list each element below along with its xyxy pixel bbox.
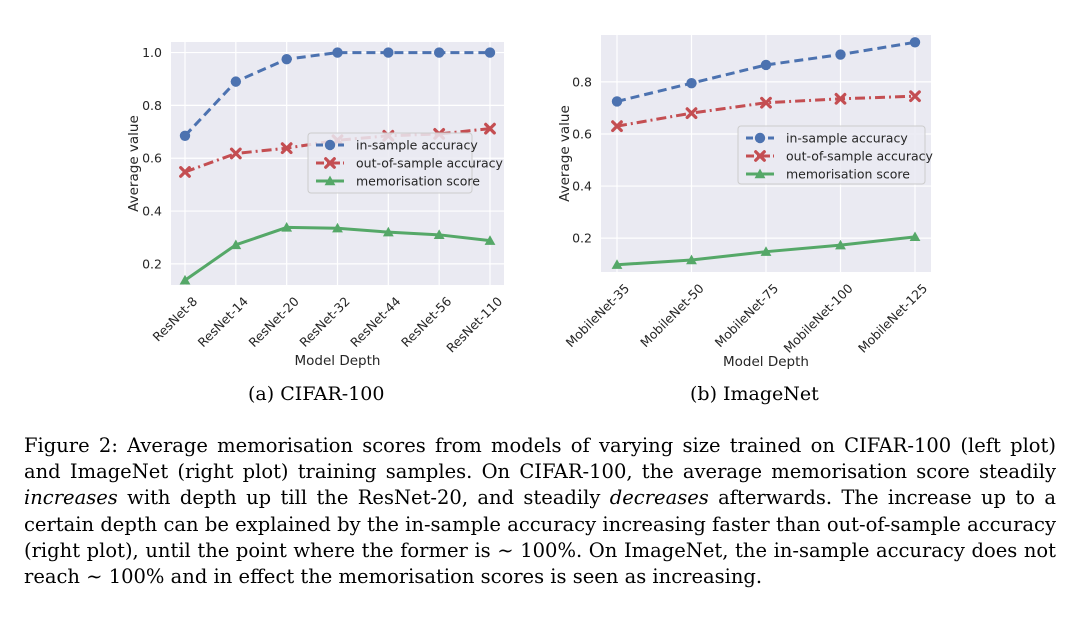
- chart-a-xtick-label-resnet-8: ResNet-8: [149, 294, 200, 345]
- chart-a-ytick-label-0: 0.2: [142, 256, 162, 271]
- chart-a-memorisation-score-point-1: [230, 239, 242, 250]
- chart-a-in-sample-accuracy-point-0: [179, 130, 191, 141]
- chart-b-x-axis-label: Model Depth: [723, 354, 809, 370]
- caption-part-3: afterwards. The increase up to a certain…: [24, 486, 1056, 562]
- chart-b-xtick-label-mobilenet-35: MobileNet-35: [563, 281, 633, 351]
- chart-a-in-sample-accuracy-point-5: [433, 47, 445, 58]
- chart-b-legend-label-in-sample-accuracy: in-sample accuracy: [786, 131, 908, 146]
- caption-emphasis-increases: increases: [24, 486, 118, 510]
- chart-a-legend-label-out-of-sample-accuracy: out-of-sample accuracy: [356, 156, 504, 171]
- chart-b-memorisation-score-point-0: [611, 259, 623, 269]
- chart-b-out-of-sample-accuracy-point-2: [760, 96, 772, 109]
- chart-b-memorisation-score-point-2: [760, 246, 772, 256]
- chart-b-xtick-label-mobilenet-50: MobileNet-50: [637, 281, 707, 351]
- chart-b-in-sample-accuracy-point-2: [760, 59, 772, 71]
- chart-a-in-sample-accuracy-point-6: [484, 47, 496, 58]
- chart-a-xtick-label-resnet-20: ResNet-20: [246, 294, 302, 350]
- chart-b-ytick-label-0: 0.2: [572, 231, 592, 246]
- chart-a-memorisation-score-point-6: [484, 235, 496, 245]
- chart-a-out-of-sample-accuracy-point-1: [229, 147, 242, 160]
- chart-b-y-axis-label: Average value: [557, 105, 573, 202]
- chart-b-in-sample-accuracy-point-0: [611, 96, 623, 107]
- subcaption-b: (b) ImageNet: [690, 383, 819, 405]
- chart-b-ytick-label-2: 0.6: [572, 126, 592, 141]
- chart-b-out-of-sample-accuracy-point-3: [834, 92, 847, 105]
- chart-b-xtick-label-mobilenet-100: MobileNet-100: [781, 281, 856, 356]
- chart-b-legend-marker-memorisation-score: [754, 168, 766, 179]
- chart-a-legend-marker-out-of-sample-accuracy: [324, 157, 336, 169]
- chart-b-memorisation-score-point-4: [909, 231, 921, 242]
- chart-b-in-sample-accuracy-point-1: [686, 77, 697, 89]
- chart-b-out-of-sample-accuracy-point-4: [909, 90, 921, 103]
- chart-a-xtick-label-resnet-44: ResNet-44: [347, 294, 403, 350]
- chart-a-memorisation-score-point-4: [382, 226, 394, 237]
- chart-a-memorisation-score-point-3: [332, 222, 343, 233]
- caption-emphasis-decreases: decreases: [609, 486, 709, 510]
- chart-b-out-of-sample-accuracy-point-0: [611, 120, 623, 133]
- figure-caption: Figure 2: Average memorisation scores fr…: [24, 433, 1056, 590]
- chart-a-memorisation-score-point-2: [281, 222, 293, 232]
- caption-math-approx-100-b: ∼ 100%: [86, 565, 165, 589]
- chart-a-legend-label-in-sample-accuracy: in-sample accuracy: [356, 138, 478, 153]
- chart-b-in-sample-accuracy-point-3: [835, 49, 846, 60]
- chart-a-in-sample-accuracy-point-1: [230, 76, 242, 87]
- chart-a-out-of-sample-accuracy-point-0: [179, 166, 191, 178]
- chart-a-xtick-label-resnet-32: ResNet-32: [296, 294, 352, 350]
- chart-a-memorisation-score-point-5: [433, 229, 445, 240]
- chart-b-in-sample-accuracy-line: [616, 40, 916, 103]
- chart-b-legend-marker-in-sample-accuracy: [754, 132, 766, 144]
- chart-b-ytick-label-3: 0.8: [572, 74, 592, 89]
- chart-a-ytick-label-4: 1.0: [142, 45, 162, 60]
- chart-a-in-sample-accuracy-point-4: [383, 47, 394, 58]
- chart-a-in-sample-accuracy-point-3: [332, 47, 343, 58]
- chart-a-x-axis-label: Model Depth: [295, 353, 381, 369]
- chart-a-legend-label-memorisation-score: memorisation score: [356, 174, 480, 189]
- chart-b-legend-box: [737, 125, 926, 185]
- caption-part-4: . On ImageNet, the in-sample accuracy do…: [24, 538, 1056, 589]
- chart-a-in-sample-accuracy-point-2: [281, 53, 292, 65]
- chart-b-memorisation-score-point-3: [835, 239, 846, 250]
- chart-b-xtick-label-mobilenet-125: MobileNet-125: [855, 281, 930, 356]
- chart-a-y-axis-label: Average value: [126, 115, 142, 212]
- chart-b-memorisation-score-point-1: [686, 254, 697, 265]
- chart-b-legend-marker-out-of-sample-accuracy: [754, 150, 766, 162]
- chart-a-cifar100: 0.2 0.4 0.6 0.8 1.0 ResNet-8ResNet-14ResNet-2…: [126, 42, 505, 369]
- chart-b-xtick-label-mobilenet-75: MobileNet-75: [712, 281, 782, 351]
- chart-a-ytick-label-3: 0.8: [142, 98, 162, 113]
- chart-b-out-of-sample-accuracy-point-1: [685, 107, 698, 120]
- chart-a-memorisation-score-point-0: [179, 274, 191, 285]
- chart-b-in-sample-accuracy-point-4: [909, 37, 921, 48]
- caption-part-2: with depth up till the ResNet-20, and st…: [117, 486, 610, 510]
- subcaption-a: (a) CIFAR-100: [248, 383, 385, 405]
- caption-part-1: Figure 2: Average memorisation scores fr…: [24, 434, 1056, 484]
- chart-a-legend-box: [307, 132, 473, 194]
- chart-a-out-of-sample-accuracy-point-2: [280, 142, 293, 155]
- chart-a-legend-marker-in-sample-accuracy: [324, 139, 336, 151]
- chart-a-xtick-label-resnet-14: ResNet-14: [195, 294, 251, 350]
- chart-b-ytick-label-1: 0.4: [572, 179, 592, 194]
- chart-b-legend-label-memorisation-score: memorisation score: [786, 167, 910, 182]
- chart-a-ytick-label-1: 0.4: [142, 204, 162, 219]
- chart-a-out-of-sample-accuracy-point-6: [484, 122, 496, 135]
- figure-plots: 0.2 0.4 0.6 0.8 1.0 ResNet-8ResNet-14ResNet-2…: [126, 35, 934, 370]
- chart-a-legend-marker-memorisation-score: [324, 175, 336, 186]
- caption-part-5: and in effect the memorisation scores is…: [164, 565, 763, 589]
- caption-math-approx-100: ∼ 100%: [497, 538, 576, 562]
- chart-b-legend-label-out-of-sample-accuracy: out-of-sample accuracy: [786, 149, 934, 164]
- chart-a-ytick-label-2: 0.6: [142, 151, 162, 166]
